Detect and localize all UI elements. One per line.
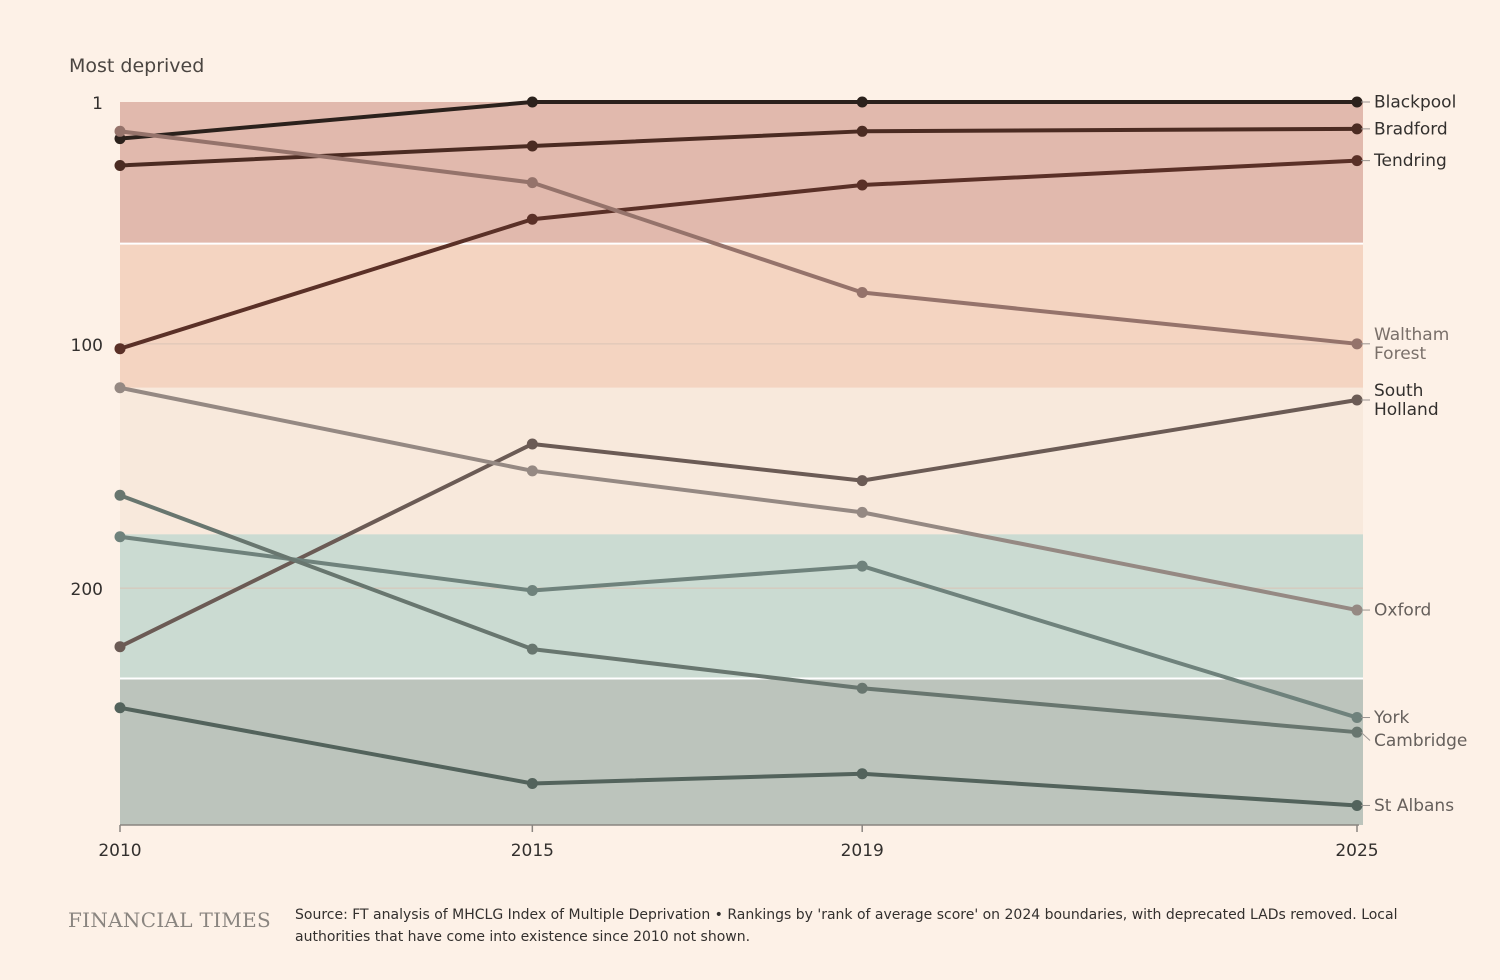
grid-layer (120, 343, 1363, 589)
x-tick-label: 2010 (98, 841, 141, 861)
data-point-blackpool (1351, 96, 1363, 108)
series-line-waltham-forest (118, 129, 1359, 346)
band-3 (120, 387, 1363, 535)
band-layer (120, 102, 1363, 825)
data-point-tendring (856, 179, 868, 191)
end-label-blackpool: Blackpool (1361, 93, 1456, 113)
data-point-waltham-forest (1351, 338, 1363, 350)
data-point-bradford (114, 160, 126, 172)
series-label: Bradford (1374, 119, 1448, 139)
series-label: Cambridge (1374, 731, 1467, 751)
data-point-south-holland (526, 438, 538, 450)
series-label: St Albans (1374, 796, 1454, 816)
end-label-york: York (1361, 708, 1410, 728)
series-label: Oxford (1374, 601, 1431, 621)
series-line-oxford (118, 385, 1359, 613)
band-1 (120, 102, 1363, 244)
axes-layer: 1 100 200 Most deprived 2010 2015 2019 2025 (69, 55, 1379, 861)
x-tick-label: 2025 (1335, 841, 1378, 861)
y-tick-label: 1 (92, 94, 103, 114)
band-2 (120, 243, 1363, 388)
data-point-cambridge (526, 643, 538, 655)
data-point-st-albans (526, 777, 538, 789)
end-label-cambridge: Cambridge (1360, 731, 1467, 751)
end-label-st-albans: St Albans (1361, 796, 1454, 816)
data-point-york (856, 560, 868, 572)
band-5 (120, 678, 1363, 825)
series-layer (114, 96, 1363, 811)
series-label: Waltham (1374, 325, 1449, 345)
series-cambridge (114, 489, 1363, 738)
data-point-blackpool (526, 96, 538, 108)
data-point-blackpool (856, 96, 868, 108)
series-line-tendring (118, 158, 1359, 351)
chart-title: Most deprived (69, 55, 204, 77)
data-point-waltham-forest (526, 177, 538, 189)
series-line-blackpool (118, 100, 1359, 141)
label-leader (1360, 731, 1371, 741)
data-point-york (526, 585, 538, 597)
y-tick-label: 100 (71, 336, 103, 356)
end-label-bradford: Bradford (1361, 119, 1448, 139)
data-point-south-holland (1351, 394, 1363, 406)
data-point-waltham-forest (856, 287, 868, 299)
data-point-cambridge (856, 682, 868, 694)
data-point-cambridge (114, 489, 126, 501)
series-st-albans (114, 702, 1363, 811)
series-tendring (114, 155, 1363, 355)
source-note: Source: FT analysis of MHCLG Index of Mu… (295, 907, 1398, 945)
end-label-oxford: Oxford (1361, 601, 1431, 621)
x-tick-label: 2015 (511, 841, 554, 861)
data-point-bradford (856, 125, 868, 137)
data-point-york (1351, 712, 1363, 724)
line-chart: 1 100 200 Most deprived 2010 2015 2019 2025 Bla… (69, 55, 1467, 861)
data-point-tendring (526, 213, 538, 225)
series-label: Holland (1374, 400, 1439, 420)
series-label: Forest (1374, 344, 1427, 364)
series-label: Tendring (1373, 151, 1447, 171)
data-point-york (114, 531, 126, 543)
series-oxford (114, 382, 1363, 616)
series-york (114, 531, 1363, 724)
data-point-south-holland (114, 641, 126, 653)
series-line-york (118, 534, 1359, 720)
chart-footer: FINANCIAL TIMES Source: FT analysis of M… (68, 900, 1468, 960)
series-label: South (1374, 381, 1423, 401)
data-point-oxford (114, 382, 126, 394)
ft-logo: FINANCIAL TIMES (68, 908, 272, 932)
data-point-oxford (856, 506, 868, 518)
data-point-bradford (1351, 123, 1363, 135)
series-south-holland (114, 394, 1363, 653)
data-point-oxford (1351, 604, 1363, 616)
data-point-oxford (526, 465, 538, 477)
series-line-cambridge (118, 493, 1359, 735)
data-point-tendring (114, 343, 126, 355)
data-point-cambridge (1351, 726, 1363, 738)
data-point-st-albans (114, 702, 126, 714)
data-point-tendring (1351, 155, 1363, 167)
x-tick-label: 2019 (841, 841, 884, 861)
end-label-tendring: Tendring (1361, 151, 1447, 171)
series-label: York (1373, 708, 1410, 728)
data-point-st-albans (856, 768, 868, 780)
series-line-south-holland (118, 397, 1359, 649)
data-point-st-albans (1351, 799, 1363, 811)
series-line-st-albans (118, 705, 1359, 808)
y-tick-label: 200 (71, 580, 103, 600)
data-point-south-holland (856, 475, 868, 487)
series-label: Blackpool (1374, 93, 1456, 113)
data-point-waltham-forest (114, 125, 126, 137)
data-point-bradford (526, 140, 538, 152)
series-waltham-forest (114, 125, 1363, 350)
